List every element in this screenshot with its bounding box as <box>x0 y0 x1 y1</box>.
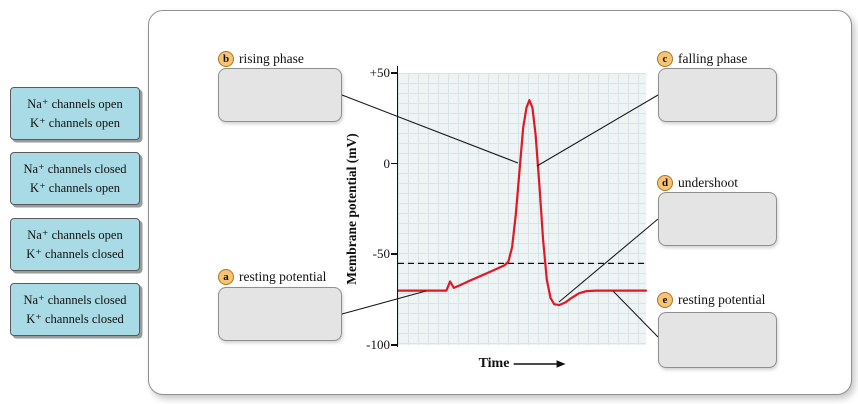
label-resting-potential-e-text: resting potential <box>678 292 766 307</box>
label-rising-phase: b rising phase <box>218 51 304 67</box>
drop-box-d[interactable] <box>658 192 777 246</box>
label-rising-phase-text: rising phase <box>239 51 304 66</box>
x-axis-title: Time <box>479 356 566 372</box>
drop-box-a[interactable] <box>218 287 342 341</box>
answer-option-4[interactable]: Na⁺ channels closed K⁺ channels closed <box>10 283 140 336</box>
y-tick-label: +50 <box>369 65 390 80</box>
answer-option-3[interactable]: Na⁺ channels open K⁺ channels closed <box>10 218 140 271</box>
drop-box-b[interactable] <box>218 68 342 122</box>
y-tick-mark <box>391 344 397 346</box>
answer-option-4-line2: K⁺ channels closed <box>26 311 124 326</box>
label-undershoot-text: undershoot <box>678 175 738 190</box>
y-tick-mark <box>391 253 397 255</box>
badge-c: c <box>657 51 673 67</box>
plot-area <box>396 73 648 345</box>
answer-option-1-line2: K⁺ channels open <box>30 115 120 130</box>
y-tick-label: -50 <box>372 246 390 262</box>
action-potential-curve <box>396 99 648 307</box>
answer-option-3-line2: K⁺ channels closed <box>26 246 124 261</box>
y-tick-label: 0 <box>383 155 391 171</box>
answer-bank: Na⁺ channels open K⁺ channels open Na⁺ c… <box>10 87 142 337</box>
y-tick-mark <box>391 162 397 165</box>
label-undershoot: d undershoot <box>657 175 738 191</box>
badge-e: e <box>657 292 673 308</box>
y-tick-label: -100 <box>366 337 390 352</box>
badge-d: d <box>657 175 673 191</box>
label-resting-potential-e: e resting potential <box>657 292 765 308</box>
label-resting-potential-a: a resting potential <box>218 269 326 285</box>
badge-b: b <box>218 51 234 67</box>
drop-box-c[interactable] <box>658 68 777 122</box>
answer-option-3-line1: Na⁺ channels open <box>27 228 123 243</box>
answer-option-2-line2: K⁺ channels open <box>30 180 120 195</box>
drop-box-e[interactable] <box>658 312 777 368</box>
membrane-potential-chart <box>396 99 648 307</box>
answer-option-1[interactable]: Na⁺ channels open K⁺ channels open <box>10 87 140 140</box>
badge-a: a <box>218 269 234 285</box>
y-axis-line <box>396 66 399 347</box>
time-arrow-icon <box>513 360 566 368</box>
answer-option-1-line1: Na⁺ channels open <box>27 97 123 112</box>
label-falling-phase: c falling phase <box>657 51 747 67</box>
label-resting-potential-a-text: resting potential <box>239 269 327 284</box>
y-tick-mark <box>391 72 397 74</box>
answer-option-2[interactable]: Na⁺ channels closed K⁺ channels open <box>10 152 140 205</box>
x-axis-label-text: Time <box>478 356 510 371</box>
answer-option-4-line1: Na⁺ channels closed <box>23 293 127 308</box>
answer-option-2-line1: Na⁺ channels closed <box>23 162 127 177</box>
diagram-panel: Membrane potential (mV) Time b rising ph… <box>148 10 852 395</box>
label-falling-phase-text: falling phase <box>678 51 748 66</box>
